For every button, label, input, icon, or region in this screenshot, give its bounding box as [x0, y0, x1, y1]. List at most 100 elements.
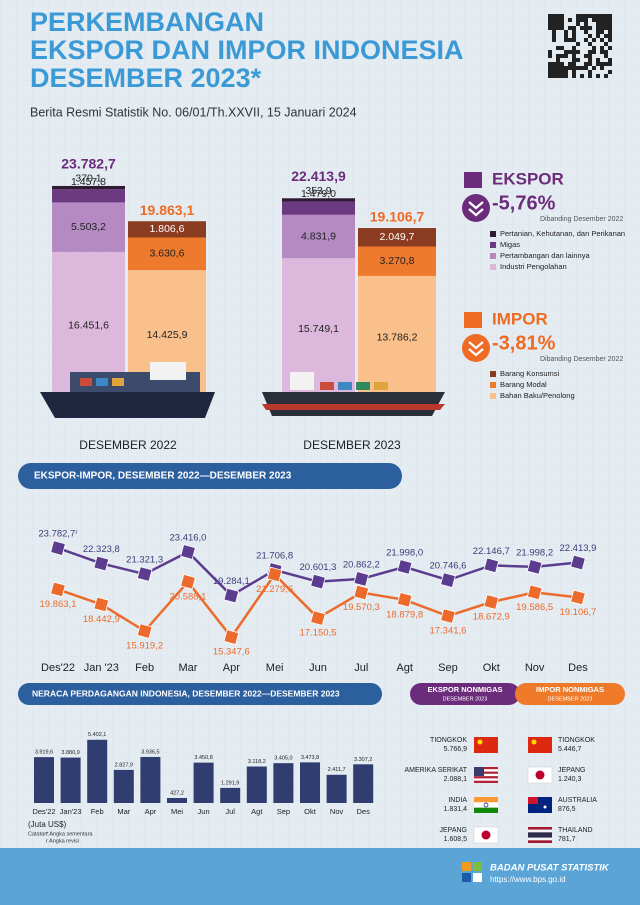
qr-cell: [608, 22, 612, 26]
qr-cell: [608, 58, 612, 62]
qr-cell: [560, 18, 564, 22]
qr-code: [548, 14, 612, 78]
qr-cell: [552, 34, 556, 38]
point-label: 21.998,2: [516, 547, 553, 558]
bar-segment: [358, 228, 436, 247]
qr-cell: [568, 38, 572, 42]
qr-cell: [608, 26, 612, 30]
flag: [474, 773, 498, 777]
qr-cell: [552, 14, 556, 18]
bar-label: 3.473,8: [301, 755, 319, 761]
segment-label: 14.425,9: [147, 329, 188, 341]
country: AUSTRALIA: [558, 797, 597, 804]
qr-cell: [580, 66, 584, 70]
qr-cell: [568, 62, 572, 66]
country-value: 1.608,5: [444, 836, 467, 843]
point: [136, 566, 153, 582]
point: [310, 573, 326, 590]
qr-cell: [564, 38, 568, 42]
note: r Angka revisi: [46, 838, 79, 844]
qr-cell: [572, 38, 576, 42]
legend-swatch: [490, 393, 496, 399]
qr-cell: [548, 70, 552, 74]
point-label: 20.746,6: [429, 561, 466, 572]
qr-cell: [600, 22, 604, 26]
flag: [474, 776, 498, 779]
country: THAILAND: [558, 827, 593, 834]
bar-label: 2.827,9: [115, 762, 133, 768]
flag: [477, 739, 483, 745]
legend-swatch: [490, 253, 496, 259]
x-tick-label: Apr: [145, 807, 157, 816]
bar-segment: [52, 202, 125, 252]
segment-label: 2.049,7: [379, 231, 414, 243]
country: TIONGKOK: [558, 737, 595, 744]
qr-cell: [548, 18, 552, 22]
qr-cell: [588, 26, 592, 30]
x-tick-label: Jan '23: [84, 662, 119, 674]
panel-header: [410, 683, 520, 705]
country: JEPANG: [558, 767, 586, 774]
point: [310, 610, 326, 626]
country-value: 5.766,9: [444, 746, 467, 753]
legend-label: Bahan Baku/Penolong: [500, 391, 575, 400]
qr-cell: [564, 30, 568, 34]
qr-cell: [604, 42, 608, 46]
legend-label: Industri Pengolahan: [500, 262, 567, 271]
qr-cell: [548, 66, 552, 70]
legend-label: Pertambangan dan lainnya: [500, 251, 590, 260]
qr-cell: [584, 18, 588, 22]
point-label: 18.672,9: [473, 612, 510, 623]
qr-cell: [572, 74, 576, 78]
qr-cell: [592, 66, 596, 70]
segment-label: 16.451,6: [68, 320, 109, 332]
qr-cell: [580, 74, 584, 78]
qr-cell: [560, 74, 564, 78]
qr-cell: [604, 34, 608, 38]
qr-cell: [560, 14, 564, 18]
section-title: EKSPOR-IMPOR, DESEMBER 2022—DESEMBER 202…: [34, 471, 292, 482]
bar-label: 3.936,5: [141, 749, 159, 755]
segment-label: 353,9: [305, 185, 331, 197]
x-tick-label: Jul: [225, 807, 235, 816]
qr-cell: [564, 54, 568, 58]
qr-cell: [588, 74, 592, 78]
qr-cell: [608, 46, 612, 50]
bar: [87, 739, 108, 803]
point: [50, 540, 66, 556]
qr-cell: [604, 50, 608, 54]
point-label: 18.442,9: [83, 614, 120, 625]
bar: [34, 757, 54, 803]
title-line: EKSPOR DAN IMPOR INDONESIA: [30, 35, 464, 65]
group-icon: [464, 172, 482, 188]
point: [526, 584, 543, 601]
qr-cell: [588, 50, 592, 54]
qr-cell: [548, 54, 552, 58]
qr-cell: [560, 46, 564, 50]
qr-cell: [596, 62, 600, 66]
segment-label: 3.630,6: [149, 248, 184, 260]
flag: [535, 770, 545, 780]
point: [223, 629, 240, 645]
qr-cell: [584, 66, 588, 70]
segment-label: 3.270,8: [379, 255, 414, 267]
qr-cell: [596, 34, 600, 38]
x-tick-label: Sep: [438, 662, 458, 674]
qr-cell: [596, 18, 600, 22]
x-tick-label: Des: [357, 807, 371, 816]
flag: [474, 780, 498, 783]
flag: [528, 840, 552, 843]
qr-cell: [548, 74, 552, 78]
flag: [528, 835, 552, 838]
country-value: 5.446,7: [558, 746, 581, 753]
bar: [300, 762, 320, 803]
point-label: 21.998,0: [386, 547, 423, 558]
x-tick-label: Jun: [309, 662, 327, 674]
qr-cell: [608, 38, 612, 42]
flag: [474, 778, 498, 781]
x-tick-label: Des: [568, 662, 588, 674]
qr-cell: [560, 54, 564, 58]
qr-cell: [552, 74, 556, 78]
point-label: 20.601,3: [299, 562, 336, 573]
qr-cell: [584, 38, 588, 42]
